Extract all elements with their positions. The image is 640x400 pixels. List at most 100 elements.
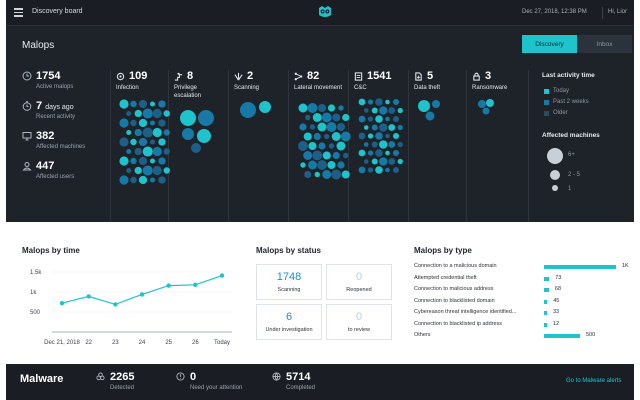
malop-bubble[interactable] bbox=[198, 110, 214, 126]
data-point[interactable] bbox=[193, 282, 198, 287]
malop-bubble[interactable] bbox=[375, 166, 383, 174]
malop-bubble[interactable] bbox=[308, 160, 317, 170]
malop-bubble[interactable] bbox=[338, 105, 344, 111]
malop-bubble[interactable] bbox=[478, 100, 486, 108]
malop-bubble[interactable] bbox=[322, 170, 332, 179]
malop-bubble[interactable] bbox=[309, 124, 316, 130]
malop-bubble[interactable] bbox=[392, 149, 400, 157]
type-row[interactable]: Attempted credential theft 73 bbox=[414, 274, 634, 284]
malop-bubble[interactable] bbox=[142, 127, 153, 138]
malop-bubble[interactable] bbox=[138, 175, 148, 185]
malware-alerts-link[interactable]: Go to Malware alerts bbox=[566, 378, 622, 384]
malop-bubble[interactable] bbox=[298, 141, 308, 151]
malop-bubble[interactable] bbox=[343, 152, 349, 159]
malop-bubble[interactable] bbox=[385, 116, 390, 122]
malop-bubble[interactable] bbox=[367, 99, 374, 105]
malop-bubble[interactable] bbox=[340, 131, 351, 142]
malop-bubble[interactable] bbox=[332, 151, 340, 160]
malop-bubble[interactable] bbox=[326, 122, 337, 132]
malop-bubble[interactable] bbox=[367, 133, 374, 139]
malop-bubble[interactable] bbox=[191, 143, 201, 153]
malop-bubble[interactable] bbox=[312, 113, 322, 122]
hamburger-menu-icon[interactable] bbox=[14, 8, 23, 17]
type-row[interactable]: Cybereason threat intelligence identifie… bbox=[414, 308, 634, 318]
malop-bubble[interactable] bbox=[375, 149, 383, 157]
malop-bubble[interactable] bbox=[418, 100, 430, 112]
malop-bubble[interactable] bbox=[358, 149, 366, 157]
malop-bubble[interactable] bbox=[397, 107, 403, 114]
malop-bubble[interactable] bbox=[119, 118, 129, 128]
malop-bubble[interactable] bbox=[321, 112, 332, 123]
malop-bubble[interactable] bbox=[379, 157, 388, 166]
malop-bubble[interactable] bbox=[392, 166, 400, 174]
malop-bubble[interactable] bbox=[142, 108, 153, 119]
malop-bubble[interactable] bbox=[331, 169, 342, 180]
malop-bubble[interactable] bbox=[336, 141, 346, 151]
malop-bubble[interactable] bbox=[119, 175, 129, 185]
malop-bubble[interactable] bbox=[379, 123, 388, 132]
tab-discovery[interactable]: Discovery bbox=[522, 35, 577, 53]
malop-bubble[interactable] bbox=[308, 141, 317, 151]
malop-bubble[interactable] bbox=[371, 107, 378, 114]
malop-bubble[interactable] bbox=[358, 132, 366, 140]
malop-bubble[interactable] bbox=[240, 102, 256, 118]
malop-bubble[interactable] bbox=[152, 108, 162, 119]
malop-bubble[interactable] bbox=[163, 129, 170, 136]
malop-bubble[interactable] bbox=[312, 150, 323, 161]
malop-bubble[interactable] bbox=[367, 167, 374, 173]
malop-bubble[interactable] bbox=[163, 148, 170, 155]
malop-bubble[interactable] bbox=[397, 141, 403, 148]
data-point[interactable] bbox=[219, 273, 225, 278]
malop-bubble[interactable] bbox=[363, 125, 369, 130]
status-reopened[interactable]: 0 Reopened bbox=[326, 264, 392, 300]
malop-bubble[interactable] bbox=[259, 101, 271, 113]
malop-bubble[interactable] bbox=[158, 100, 166, 108]
malop-bubble[interactable] bbox=[385, 167, 390, 173]
owl-logo-icon[interactable] bbox=[318, 5, 332, 19]
malop-bubble[interactable] bbox=[363, 108, 369, 113]
malop-bubble[interactable] bbox=[138, 137, 148, 147]
malop-bubble[interactable] bbox=[304, 170, 312, 179]
data-point[interactable] bbox=[59, 301, 65, 306]
malop-bubble[interactable] bbox=[363, 159, 369, 164]
malop-bubble[interactable] bbox=[327, 160, 336, 170]
malop-bubble[interactable] bbox=[152, 127, 162, 138]
type-row[interactable]: Connection to a malicious domain 1K bbox=[414, 262, 634, 272]
malop-bubble[interactable] bbox=[371, 124, 378, 131]
malop-bubble[interactable] bbox=[298, 103, 308, 113]
malop-bubble[interactable] bbox=[119, 156, 129, 166]
malop-bubble[interactable] bbox=[317, 122, 327, 132]
malop-bubble[interactable] bbox=[336, 122, 346, 132]
malop-bubble[interactable] bbox=[317, 103, 327, 113]
malop-bubble[interactable] bbox=[134, 109, 142, 118]
type-row[interactable]: Connection to blacklisted ip address 12 bbox=[414, 320, 634, 330]
malop-bubble[interactable] bbox=[486, 99, 494, 107]
malop-bubble[interactable] bbox=[300, 162, 306, 168]
malop-bubble[interactable] bbox=[299, 123, 307, 131]
malop-bubble[interactable] bbox=[358, 115, 366, 123]
malop-bubble[interactable] bbox=[371, 158, 378, 165]
malop-bubble[interactable] bbox=[385, 150, 390, 156]
status-under-investigation[interactable]: 6 Under investigation bbox=[256, 304, 322, 340]
malop-bubble[interactable] bbox=[392, 132, 400, 140]
malop-bubble[interactable] bbox=[158, 138, 166, 146]
malop-bubble[interactable] bbox=[163, 167, 170, 174]
malop-bubble[interactable] bbox=[397, 158, 403, 165]
malop-bubble[interactable] bbox=[385, 99, 390, 105]
malop-bubble[interactable] bbox=[138, 156, 148, 166]
malop-bubble[interactable] bbox=[182, 128, 194, 140]
malop-bubble[interactable] bbox=[388, 158, 396, 165]
malop-bubble[interactable] bbox=[180, 110, 196, 126]
data-point[interactable] bbox=[86, 294, 91, 299]
type-row[interactable]: Connection to blacklisted domain 45 bbox=[414, 297, 634, 307]
malop-bubble[interactable] bbox=[358, 98, 366, 106]
malop-bubble[interactable] bbox=[303, 132, 312, 141]
malop-bubble[interactable] bbox=[149, 139, 156, 145]
malop-bubble[interactable] bbox=[130, 100, 137, 108]
data-point[interactable] bbox=[113, 302, 118, 307]
malop-bubble[interactable] bbox=[126, 167, 132, 174]
malop-bubble[interactable] bbox=[363, 142, 369, 147]
status-to-review[interactable]: 0 to review bbox=[326, 304, 392, 340]
malop-bubble[interactable] bbox=[388, 107, 396, 114]
data-point[interactable] bbox=[166, 283, 171, 288]
